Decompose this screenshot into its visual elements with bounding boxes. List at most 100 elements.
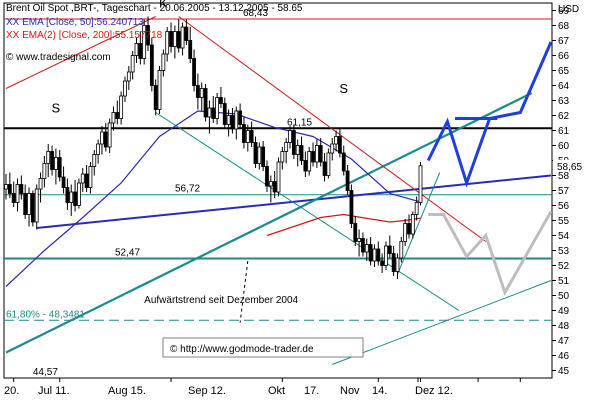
candle-4: [19, 175, 24, 200]
candle-37: [146, 16, 150, 51]
candle-body: [376, 248, 381, 262]
candle-85: [330, 138, 335, 161]
candle-79: [307, 147, 312, 176]
candle-98: [380, 253, 385, 273]
candle-61: [238, 103, 243, 129]
candle-34: [134, 37, 139, 63]
candle-31: [123, 76, 127, 102]
candle-5: [23, 184, 28, 219]
candle-body: [257, 146, 262, 164]
candle-body: [299, 145, 304, 161]
candle-62: [242, 117, 246, 149]
candle-83: [322, 153, 327, 182]
candle-body: [196, 85, 200, 98]
candle-body: [4, 184, 8, 190]
candle-72: [280, 147, 285, 170]
y-tick-label-5: 50: [558, 291, 570, 302]
candle-body: [357, 238, 361, 242]
candle-73: [284, 138, 289, 164]
y-tick-label-6: 51: [558, 276, 570, 287]
candle-28: [111, 106, 116, 131]
candle-body: [30, 193, 35, 223]
candle-body: [291, 130, 296, 155]
candle-14: [57, 150, 62, 182]
y-tick-label-22: 67: [558, 36, 570, 47]
candle-body: [53, 157, 58, 170]
candle-13: [53, 148, 58, 185]
y-tick-label-21: 66: [558, 51, 570, 62]
candle-body: [192, 58, 196, 86]
candle-body: [280, 151, 285, 163]
trend-line-2: [5, 16, 156, 89]
candle-60: [234, 106, 239, 140]
ema-line-1: [266, 213, 421, 237]
candle-body: [123, 80, 127, 97]
x-tick-label-6: Nov: [340, 385, 360, 397]
last-price-bg: [553, 159, 593, 172]
candle-36: [142, 19, 147, 65]
candle-100: [387, 235, 392, 258]
candle-59: [230, 108, 235, 134]
candle-71: [276, 157, 281, 197]
candle-body: [353, 223, 358, 242]
candle-3: [15, 178, 20, 212]
candle-107: [414, 196, 419, 221]
x-tick-label-5: 17.: [304, 385, 319, 397]
trend-line-5: [332, 280, 552, 365]
candle-30: [119, 91, 124, 125]
candle-80: [311, 142, 315, 167]
candle-27: [107, 118, 112, 153]
trend-line-7: [239, 260, 249, 323]
candle-body: [368, 244, 373, 262]
candle-body: [134, 43, 139, 56]
candle-body: [238, 110, 243, 125]
last-price-label: 58,65: [557, 162, 582, 173]
candle-65: [253, 136, 258, 168]
currency-label: USD: [558, 4, 579, 15]
pattern-label-0: S: [52, 101, 61, 116]
candle-body: [188, 40, 193, 59]
candle-44: [172, 25, 177, 59]
candle-91: [353, 216, 358, 246]
candle-body: [142, 25, 147, 59]
x-tick-label-8: Dez 12.: [415, 385, 453, 397]
x-tick-label-2: Aug 15.: [108, 385, 146, 397]
candle-body: [96, 143, 101, 155]
candle-body: [338, 136, 342, 154]
candle-body: [364, 244, 369, 253]
candle-body: [207, 107, 212, 118]
y-tick-label-9: 54: [558, 231, 570, 242]
projection-2: [428, 210, 553, 297]
candle-body: [15, 184, 20, 203]
candle-body: [410, 214, 415, 235]
candle-body: [341, 152, 346, 172]
candle-body: [395, 257, 400, 272]
candle-body: [414, 202, 419, 215]
watermark-godmode: © http://www.godmode-trader.de: [162, 337, 364, 358]
candle-body: [77, 182, 81, 206]
candle-body: [265, 166, 269, 187]
y-tick-label-15: 60: [558, 141, 570, 152]
candle-87: [338, 129, 342, 158]
candle-body: [245, 130, 250, 143]
candle-43: [169, 22, 173, 53]
candle-86: [334, 130, 338, 152]
candle-1: [7, 172, 12, 198]
candle-12: [50, 145, 54, 176]
candle-body: [172, 31, 177, 47]
candle-body: [61, 176, 66, 188]
y-tick-label-20: 65: [558, 66, 570, 77]
candle-22: [88, 162, 93, 194]
trend-line-3: [178, 16, 487, 242]
candle-53: [207, 100, 212, 134]
candle-90: [349, 184, 354, 228]
annotation-1: 44,57: [33, 367, 58, 378]
candle-32: [126, 66, 131, 90]
projection-0: [426, 41, 553, 188]
trend-line-4: [155, 112, 460, 311]
candle-body: [46, 151, 51, 164]
y-tick-label-7: 52: [558, 261, 570, 272]
candle-2: [11, 181, 16, 207]
candle-body: [57, 157, 62, 178]
candle-body: [203, 88, 208, 118]
